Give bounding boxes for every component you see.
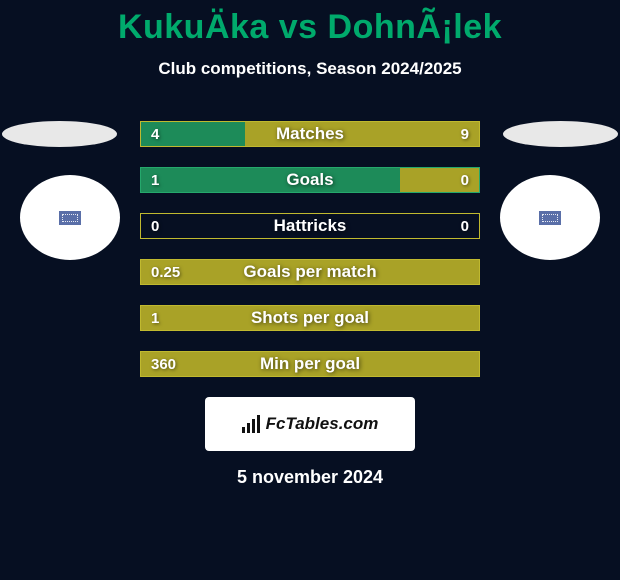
flag-icon [539,211,561,225]
left-player-circle [20,175,120,260]
flag-icon [59,211,81,225]
stat-bar-label: Goals [141,168,479,192]
stat-bar-right-value: 0 [461,214,469,238]
stat-bar-left-value: 0 [151,214,159,238]
stat-bar-label: Matches [141,122,479,146]
brand-logo-text: FcTables.com [266,414,379,434]
comparison-title: KukuÄka vs DohnÃ¡lek [0,0,620,47]
stat-bar-right-value: 9 [461,122,469,146]
right-oval [503,121,618,147]
stat-bar-row: Hattricks0 0 [140,213,480,239]
stat-bar-row: Goals per match0.25 [140,259,480,285]
stat-bar-row: Matches4 9 [140,121,480,147]
stat-bar-label: Shots per goal [141,306,479,330]
left-oval [2,121,117,147]
stat-bar-left-value: 0.25 [151,260,180,284]
stat-bar-row: Min per goal360 [140,351,480,377]
stat-bar-row: Shots per goal1 [140,305,480,331]
stat-bar-label: Goals per match [141,260,479,284]
brand-logo: FcTables.com [205,397,415,451]
stat-bars: Matches49Goals10Hattricks00Goals per mat… [140,121,480,397]
stat-bar-label: Hattricks [141,214,479,238]
stat-bar-left-value: 1 [151,168,159,192]
bars-icon [242,415,260,433]
comparison-subtitle: Club competitions, Season 2024/2025 [0,59,620,79]
stat-bar-row: Goals1 0 [140,167,480,193]
stat-bar-label: Min per goal [141,352,479,376]
stat-bar-right-value: 0 [461,168,469,192]
generated-date: 5 november 2024 [0,467,620,488]
right-player-circle [500,175,600,260]
stat-bar-left-value: 1 [151,306,159,330]
stat-bar-left-value: 360 [151,352,176,376]
stat-bar-left-value: 4 [151,122,159,146]
